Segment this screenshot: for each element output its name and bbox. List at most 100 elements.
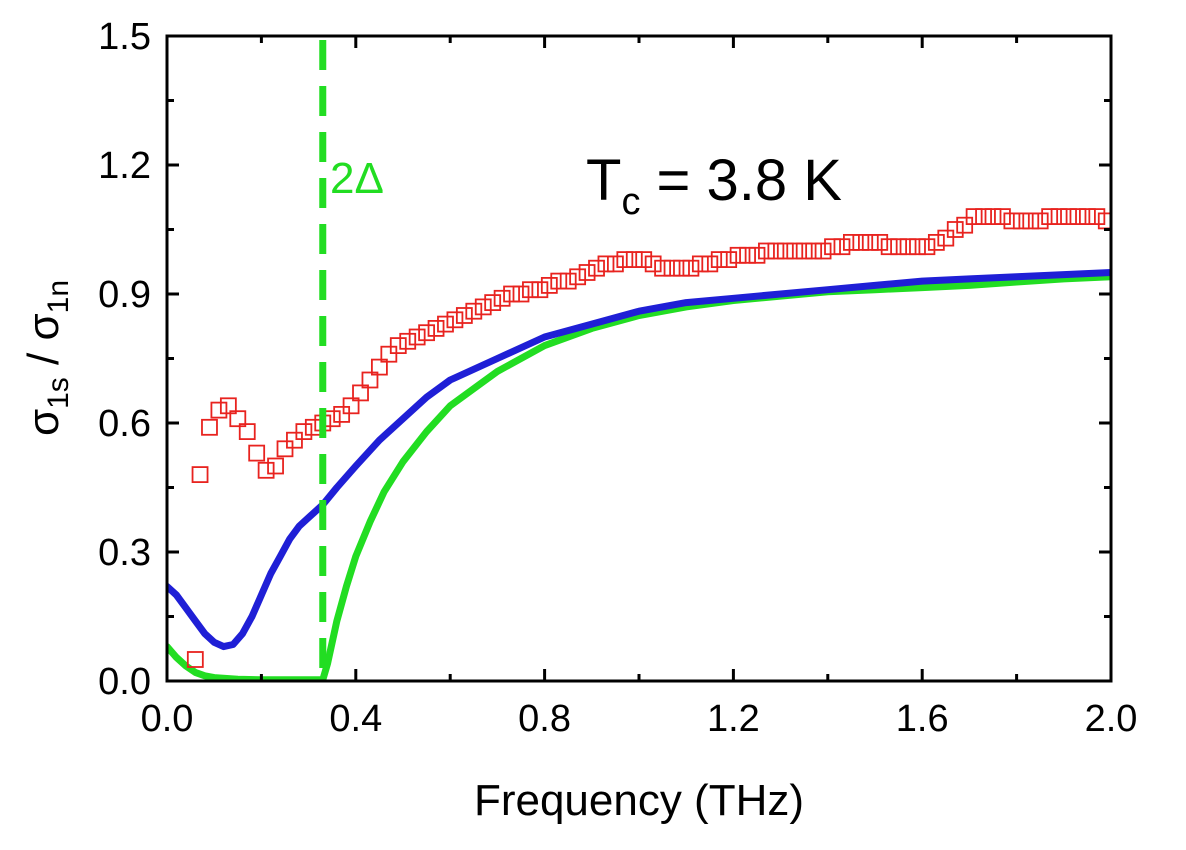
data-point (975, 208, 992, 226)
data-point (512, 285, 530, 303)
data-point (370, 358, 388, 376)
data-point (795, 242, 813, 260)
data-point (446, 311, 464, 329)
data-point (455, 307, 473, 324)
data-point (984, 208, 1002, 226)
data-point (843, 233, 860, 251)
data-point (1003, 212, 1021, 230)
x-tick-label: 1.2 (707, 698, 760, 740)
y-tick-label: 0.9 (98, 274, 151, 316)
data-point (909, 238, 926, 256)
data-point (937, 229, 955, 247)
tc-subscript: c (621, 181, 640, 223)
data-point (219, 397, 237, 415)
data-point (201, 418, 218, 436)
data-point (673, 259, 690, 277)
y-tick-label: 0.0 (98, 661, 151, 703)
data-point (1031, 212, 1049, 230)
data-point (210, 401, 228, 419)
data-point (1041, 208, 1059, 226)
data-point (710, 251, 728, 269)
data-point (739, 246, 756, 264)
data-point (427, 319, 445, 337)
data-point (824, 238, 841, 256)
data-point (286, 431, 303, 449)
y-tick-label: 0.3 (98, 532, 151, 574)
data-point (399, 332, 417, 350)
data-point (1050, 208, 1068, 226)
data-point (1012, 212, 1030, 230)
data-point (956, 216, 974, 234)
data-point (682, 259, 700, 277)
data-point (1079, 208, 1096, 226)
data-point (748, 246, 766, 264)
data-point (861, 233, 879, 251)
data-point (767, 242, 785, 260)
gap-label: 2Δ (330, 154, 384, 203)
data-point (522, 281, 539, 299)
data-point (927, 233, 945, 251)
data-point (871, 233, 889, 251)
data-point (691, 255, 709, 273)
y-tick-label: 0.6 (98, 403, 151, 445)
data-point (880, 238, 898, 256)
data-point (786, 242, 804, 260)
fit-series-green-line (167, 273, 1111, 681)
data-point (890, 238, 907, 256)
x-tick-label: 2.0 (1085, 698, 1138, 740)
data-point (597, 255, 615, 273)
data-point (833, 238, 851, 256)
data-point (503, 285, 520, 303)
data-point (663, 259, 681, 277)
data-point (380, 345, 398, 363)
data-point (635, 251, 653, 269)
data-point (852, 233, 870, 251)
data-point (257, 461, 275, 479)
data-series (186, 208, 1111, 668)
y-axis-title: σ1s / σ1n (19, 280, 75, 436)
data-point (437, 315, 454, 333)
data-point (654, 259, 671, 277)
data-point (578, 264, 596, 281)
data-point (361, 371, 379, 389)
data-point (550, 272, 568, 290)
data-point (1022, 212, 1040, 230)
data-point (918, 238, 936, 256)
y-title-den-sub: 1n (42, 280, 75, 313)
data-point (238, 423, 256, 441)
y-title-sep: / (19, 341, 68, 378)
data-point (1060, 208, 1077, 226)
data-point (465, 302, 483, 320)
series-layer (167, 208, 1111, 681)
data-point (1069, 208, 1087, 226)
data-point (994, 208, 1011, 226)
data-point (569, 268, 587, 286)
data-point (559, 272, 577, 290)
data-point (776, 242, 794, 260)
data-point (758, 242, 775, 260)
data-point (248, 444, 266, 462)
data-point (304, 418, 322, 436)
y-tick-label: 1.2 (98, 145, 151, 187)
data-point (644, 255, 662, 273)
data-point (276, 440, 294, 458)
data-point (323, 410, 341, 428)
data-point (814, 242, 832, 260)
data-point (229, 410, 247, 428)
x-tick-label: 0.4 (329, 698, 382, 740)
y-tick-label: 1.5 (98, 16, 151, 58)
y-title-den-symbol: σ (19, 313, 68, 340)
tc-symbol: T (586, 148, 621, 213)
data-point (899, 238, 917, 256)
fit-series-blue-line (167, 269, 1111, 651)
data-point (484, 294, 502, 312)
data-point (389, 337, 407, 355)
plot-frame (165, 34, 1113, 683)
data-point (540, 276, 558, 294)
y-title-num-sub: 1s (42, 377, 75, 409)
x-tick-label: 1.6 (896, 698, 949, 740)
data-point (342, 397, 360, 415)
data-point (588, 259, 605, 277)
data-point (493, 289, 511, 307)
y-title-num-symbol: σ (19, 409, 68, 436)
